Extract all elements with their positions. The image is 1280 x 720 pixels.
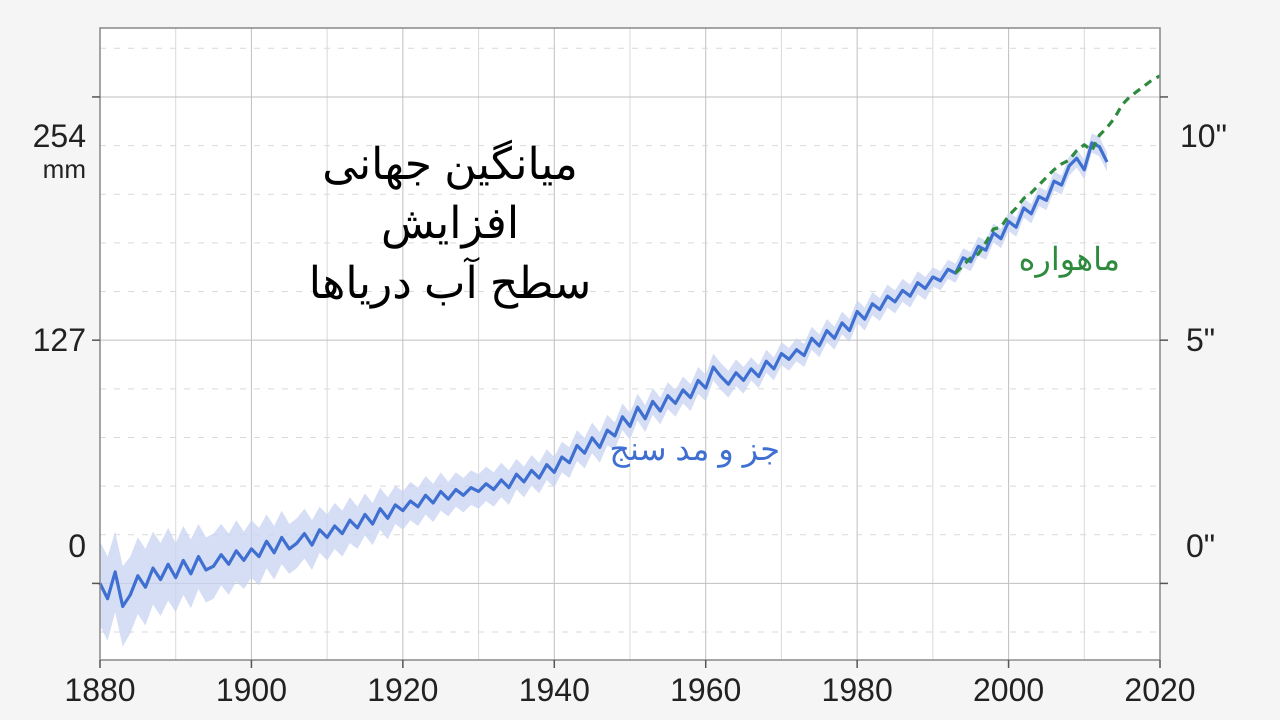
x-tick-1960: 1960 (666, 672, 746, 709)
chart-title-line1: میانگین جهانی افزایش (322, 140, 578, 248)
y-left-unit: mm (26, 154, 86, 185)
sea-level-chart: 254 mm 127 0 10" 5" 0" 1880 1900 1920 1940 1… (0, 0, 1280, 720)
y-left-tick-254: 254 (26, 118, 86, 155)
chart-title: میانگین جهانی افزایش سطح آب دریاها (250, 135, 650, 313)
chart-svg (0, 0, 1280, 720)
y-right-tick-5: 5" (1186, 322, 1215, 359)
x-tick-1900: 1900 (211, 672, 291, 709)
chart-title-line2: سطح آب دریاها (309, 259, 592, 308)
x-tick-1880: 1880 (60, 672, 140, 709)
y-left-tick-127: 127 (26, 322, 86, 359)
satellite-label: ماهواره (960, 240, 1120, 278)
x-tick-1940: 1940 (514, 672, 594, 709)
x-tick-2000: 2000 (969, 672, 1049, 709)
tide-gauge-label: جز و مد سنج (580, 430, 780, 468)
y-right-tick-10: 10" (1180, 118, 1227, 155)
y-right-tick-0: 0" (1186, 528, 1215, 565)
x-tick-1920: 1920 (363, 672, 443, 709)
x-tick-2020: 2020 (1120, 672, 1200, 709)
x-tick-1980: 1980 (817, 672, 897, 709)
y-left-tick-0: 0 (56, 528, 86, 565)
